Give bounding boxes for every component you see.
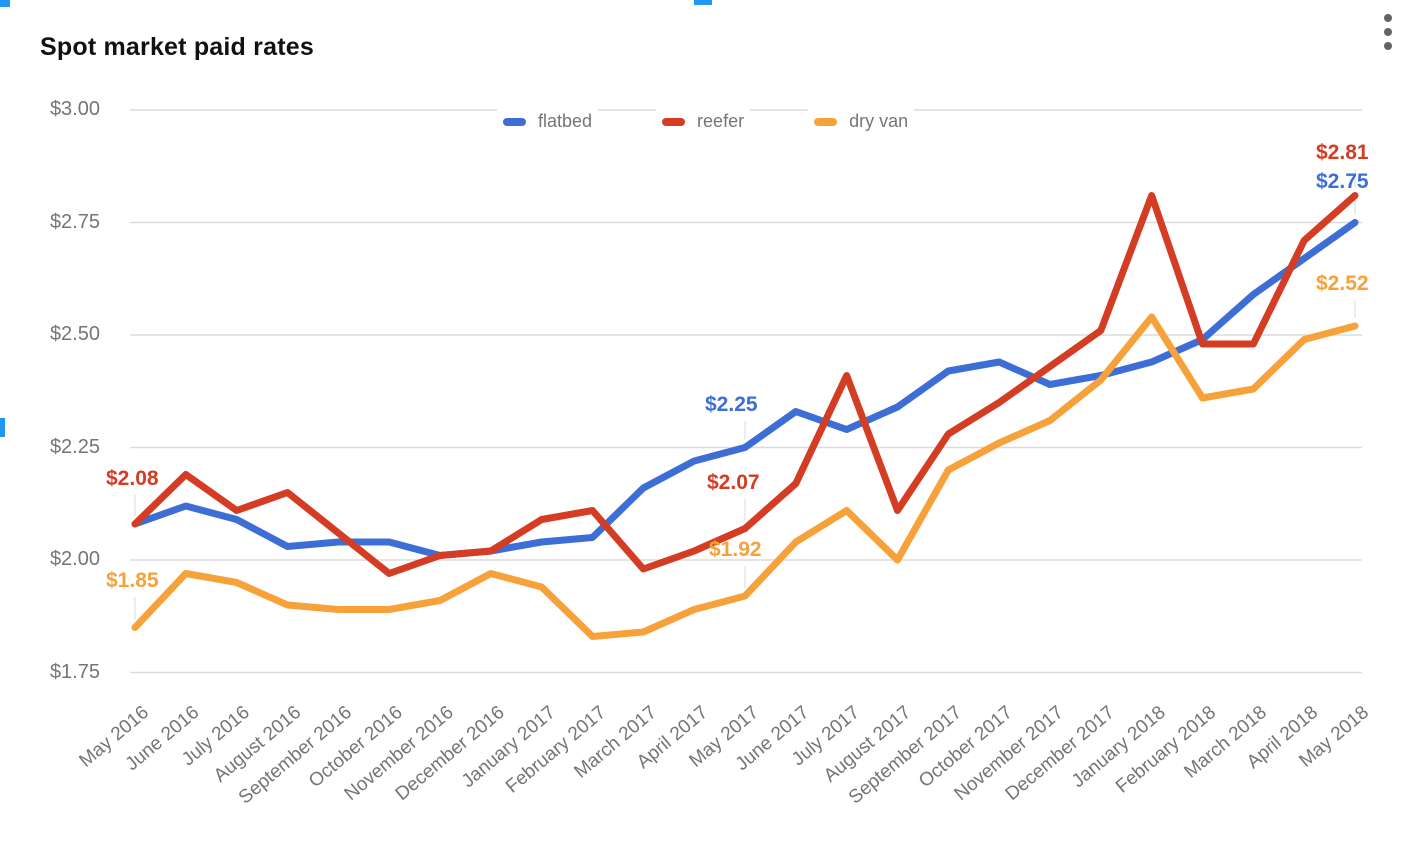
legend-item-flatbed[interactable]: flatbed [497, 109, 599, 134]
legend-item-dry-van[interactable]: dry van [808, 109, 915, 134]
annotation-label-reefer: $2.08 [106, 467, 159, 490]
y-axis-tick-label: $2.50 [49, 323, 100, 345]
y-axis-tick-label: $3.00 [49, 98, 100, 120]
y-axis-tick-label: $1.75 [49, 660, 100, 683]
chart-title: Spot market paid rates [40, 33, 314, 61]
selection-handle-top-left[interactable] [0, 0, 10, 7]
chart-legend: flatbed reefer dry van [497, 109, 915, 134]
annotation-label-dry-van: $2.52 [1316, 272, 1369, 295]
series-line-reefer [131, 192, 1359, 577]
annotation-label-dry-van: $1.85 [106, 569, 159, 592]
series-line-dry-van [131, 313, 1359, 640]
annotation-label-reefer: $2.07 [707, 471, 760, 494]
y-axis-tick-label: $2.00 [49, 548, 100, 570]
legend-item-reefer[interactable]: reefer [656, 109, 751, 134]
y-axis-tick-label: $2.75 [49, 210, 100, 233]
legend-swatch [503, 117, 526, 126]
legend-swatch [662, 117, 686, 126]
legend-label: dry van [849, 111, 909, 131]
annotation-label-reefer: $2.81 [1316, 141, 1369, 164]
kebab-menu-icon[interactable] [1379, 6, 1397, 58]
annotation-label-flatbed: $2.25 [705, 393, 758, 416]
legend-label: reefer [697, 111, 745, 131]
selection-handle-left[interactable] [0, 418, 5, 437]
y-axis-tick-label: $2.25 [49, 435, 100, 458]
annotation-label-dry-van: $1.92 [709, 538, 762, 561]
annotation-label-flatbed: $2.75 [1316, 170, 1369, 193]
legend-label: flatbed [538, 111, 593, 131]
legend-swatch [814, 117, 838, 126]
series-line-flatbed [131, 219, 1359, 559]
selection-handle-top-center[interactable] [694, 0, 712, 5]
